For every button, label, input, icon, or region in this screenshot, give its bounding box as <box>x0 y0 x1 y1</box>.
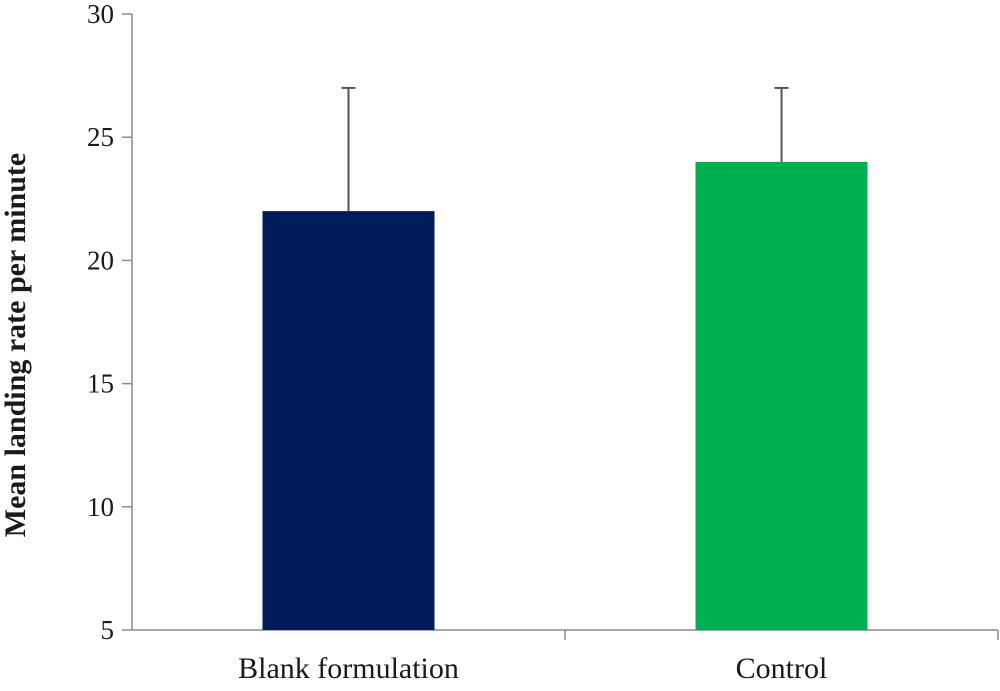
y-tick-label: 15 <box>87 369 114 399</box>
x-tick-labels: Blank formulation Control <box>238 652 827 685</box>
bar-blank-formulation <box>262 211 435 630</box>
axes <box>131 14 999 640</box>
y-axis-title-group: Mean landing rate per minute <box>0 153 32 537</box>
x-tick-label: Blank formulation <box>238 652 459 685</box>
bars <box>262 161 868 630</box>
y-tick-label: 20 <box>87 245 114 275</box>
y-axis-title: Mean landing rate per minute <box>0 153 32 537</box>
y-tick-label: 25 <box>87 122 114 152</box>
y-tick-label: 10 <box>87 492 114 522</box>
bar-control <box>695 161 868 630</box>
x-tick-label: Control <box>736 652 828 685</box>
y-tick-label: 5 <box>101 615 115 645</box>
y-tick-label: 30 <box>87 0 114 29</box>
y-ticks: 5 10 15 20 25 30 <box>87 0 132 645</box>
error-bars <box>341 86 789 212</box>
